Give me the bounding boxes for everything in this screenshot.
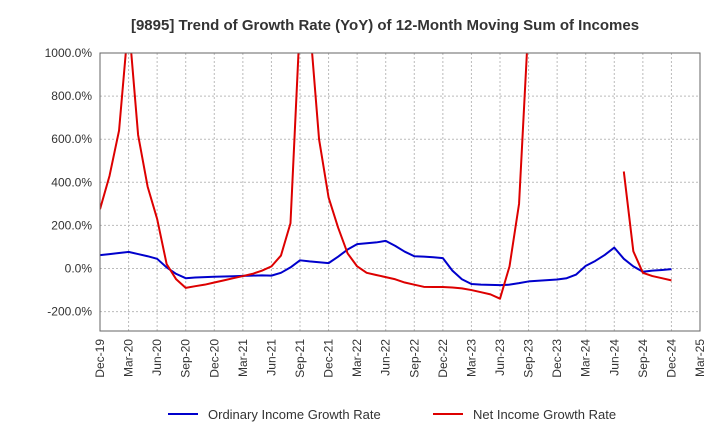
legend-label-ordinary-income: Ordinary Income Growth Rate xyxy=(208,407,381,422)
series-line-ordinary-income xyxy=(100,239,672,287)
grid xyxy=(99,52,701,331)
series-line-net-income xyxy=(100,53,672,300)
legend-label-net-income: Net Income Growth Rate xyxy=(473,407,616,422)
chart-title: [9895] Trend of Growth Rate (YoY) of 12-… xyxy=(131,17,639,34)
x-tick-label: Sep-21 xyxy=(293,339,307,378)
x-tick-label: Sep-23 xyxy=(522,339,536,378)
y-tick-label: -200.0% xyxy=(47,305,92,319)
x-tick-label: Dec-22 xyxy=(436,339,450,378)
x-tick-label: Sep-20 xyxy=(179,339,193,378)
x-tick-label: Mar-22 xyxy=(350,339,364,377)
y-tick-label: 0.0% xyxy=(65,262,93,276)
x-tick-label: Mar-20 xyxy=(122,339,136,377)
x-tick-label: Sep-22 xyxy=(407,339,421,378)
y-tick-label: 800.0% xyxy=(51,89,92,103)
x-tick-label: Mar-21 xyxy=(236,339,250,377)
x-tick-label: Jun-23 xyxy=(493,339,507,376)
y-tick-label: 600.0% xyxy=(51,132,92,146)
x-axis-tick-labels: Dec-19 Mar-20 Jun-20 Sep-20 Dec-20 Mar-21 Jun-… xyxy=(93,339,707,378)
legend: Ordinary Income Growth Rate Net Income Gr… xyxy=(168,407,616,422)
x-tick-label: Dec-23 xyxy=(550,339,564,378)
x-tick-label: Dec-20 xyxy=(207,339,221,378)
y-tick-label: 400.0% xyxy=(51,175,92,189)
x-tick-label: Dec-19 xyxy=(93,339,107,378)
plot-frame xyxy=(99,52,701,332)
y-tick-label: 200.0% xyxy=(51,218,92,232)
x-tick-label: Mar-25 xyxy=(693,339,707,377)
x-tick-label: Dec-24 xyxy=(664,339,678,378)
x-tick-label: Mar-24 xyxy=(579,339,593,377)
x-tick-label: Dec-21 xyxy=(322,339,336,378)
x-tick-label: Mar-23 xyxy=(464,339,478,377)
x-tick-label: Jun-21 xyxy=(264,339,278,376)
x-tick-label: Sep-24 xyxy=(636,339,650,378)
y-axis-tick-labels: -200.0% 0.0% 200.0% 400.0% 600.0% 800.0% 1000.… xyxy=(45,46,93,319)
x-tick-label: Jun-22 xyxy=(379,339,393,376)
x-tick-label: Jun-24 xyxy=(607,339,621,376)
series-lines xyxy=(100,53,672,300)
x-tick-label: Jun-20 xyxy=(150,339,164,376)
y-tick-label: 1000.0% xyxy=(45,46,93,60)
